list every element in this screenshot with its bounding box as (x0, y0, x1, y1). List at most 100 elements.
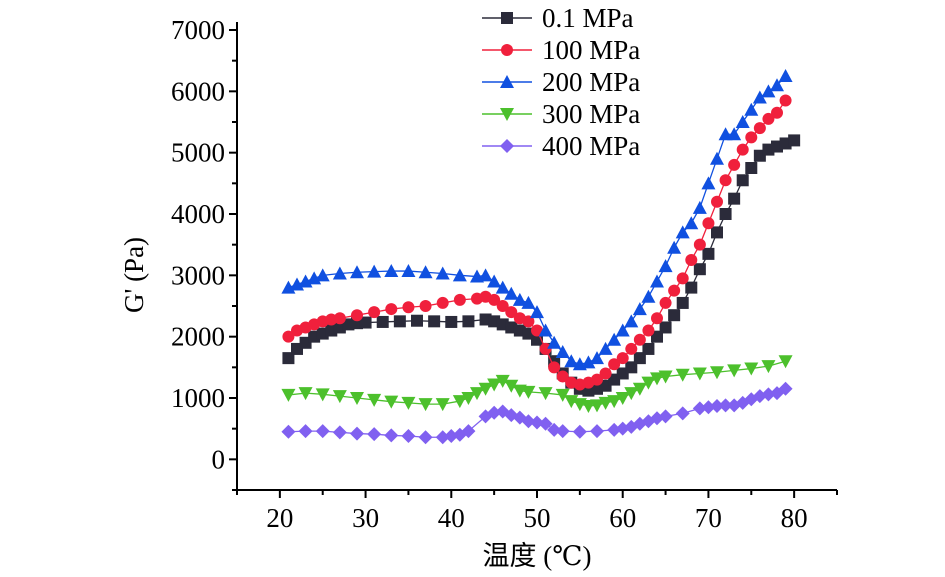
marker-triangle-up (735, 115, 750, 128)
marker-square (736, 174, 749, 187)
marker-square (625, 361, 638, 374)
y-tick-label: 1000 (171, 383, 225, 413)
marker-triangle-up (581, 355, 596, 369)
marker-circle (539, 342, 552, 355)
y-tick-label: 0 (212, 444, 226, 474)
x-tick-label: 70 (695, 503, 722, 533)
marker-triangle-up (521, 295, 536, 309)
marker-circle (633, 333, 646, 346)
marker-circle (488, 293, 501, 306)
marker-triangle-down (641, 376, 656, 390)
marker-diamond (367, 427, 382, 442)
marker-triangle-up (315, 268, 330, 282)
marker-triangle-down (555, 388, 570, 402)
marker-triangle-down (650, 372, 664, 386)
y-tick-label: 6000 (171, 76, 225, 106)
marker-circle (591, 373, 603, 386)
series-line (288, 388, 786, 438)
x-tick-label: 20 (266, 503, 293, 533)
marker-circle (501, 44, 513, 56)
marker-square (393, 315, 406, 328)
marker-triangle-up (401, 264, 416, 278)
marker-diamond (701, 400, 716, 415)
marker-triangle-down (452, 395, 467, 409)
marker-triangle-down (744, 362, 759, 376)
marker-circle (419, 300, 432, 312)
marker-square (462, 315, 475, 328)
marker-diamond (298, 424, 313, 439)
marker-triangle-down (461, 392, 476, 405)
marker-circle (616, 352, 629, 365)
marker-diamond (572, 424, 587, 439)
marker-circle (333, 312, 346, 325)
marker-triangle-up (761, 84, 776, 98)
marker-triangle-up (641, 289, 656, 303)
marker-circle (762, 112, 775, 125)
axes: 20 30 40 50 60 70 80 0 1000 2000 3000 4000 5000 6000 7… (171, 15, 838, 533)
marker-circle (728, 158, 741, 171)
marker-circle (659, 296, 672, 309)
marker-square (282, 352, 295, 365)
marker-diamond (718, 398, 733, 413)
marker-circle (402, 301, 415, 314)
marker-square (668, 309, 681, 322)
marker-circle (736, 143, 749, 156)
marker-triangle-up (752, 90, 767, 104)
marker-triangle-down (590, 399, 604, 413)
marker-triangle-up (478, 268, 493, 282)
marker-diamond (350, 426, 364, 441)
marker-diamond (547, 422, 562, 437)
marker-circle (505, 306, 518, 319)
marker-triangle-up (692, 200, 707, 214)
marker-circle (282, 330, 295, 343)
marker-square (719, 208, 732, 220)
marker-triangle-up (607, 332, 622, 346)
series-300-mpa (281, 355, 793, 413)
marker-diamond (281, 424, 296, 439)
legend-label: 300 MPa (542, 99, 640, 129)
marker-triangle-down (487, 378, 502, 392)
marker-triangle-down (384, 395, 399, 409)
marker-triangle-down (418, 398, 433, 412)
marker-diamond (401, 429, 416, 444)
marker-triangle-down (435, 398, 450, 412)
marker-circle (651, 312, 663, 325)
marker-triangle-down (581, 399, 596, 413)
marker-diamond (444, 429, 459, 444)
marker-triangle-down (504, 379, 519, 393)
marker-circle (368, 306, 381, 319)
marker-diamond (530, 415, 544, 430)
marker-diamond (435, 430, 450, 445)
marker-triangle-up (418, 265, 433, 279)
marker-circle (351, 309, 363, 322)
marker-triangle-down (632, 382, 647, 396)
marker-circle (522, 315, 535, 328)
y-tick-label: 7000 (171, 15, 225, 45)
marker-circle (548, 361, 561, 374)
marker-triangle-down (710, 366, 724, 380)
marker-square (651, 330, 663, 343)
marker-square (411, 314, 423, 327)
marker-square (702, 247, 715, 260)
marker-triangle-up (452, 268, 467, 282)
marker-circle (702, 217, 715, 230)
marker-square (642, 342, 655, 355)
marker-circle (599, 367, 612, 380)
marker-diamond (692, 401, 707, 416)
x-tick-label: 40 (438, 503, 465, 533)
marker-diamond (675, 406, 690, 421)
marker-square (428, 315, 441, 328)
marker-circle (676, 272, 689, 285)
marker-triangle-up (675, 225, 690, 239)
marker-triangle-up (530, 305, 544, 319)
marker-triangle-down (727, 364, 742, 378)
marker-circle (753, 122, 766, 135)
marker-diamond (384, 428, 399, 443)
x-tick-label: 80 (781, 503, 808, 533)
marker-square (376, 315, 389, 328)
marker-triangle-down (401, 396, 416, 410)
series-line (288, 360, 786, 407)
marker-square (711, 226, 723, 239)
